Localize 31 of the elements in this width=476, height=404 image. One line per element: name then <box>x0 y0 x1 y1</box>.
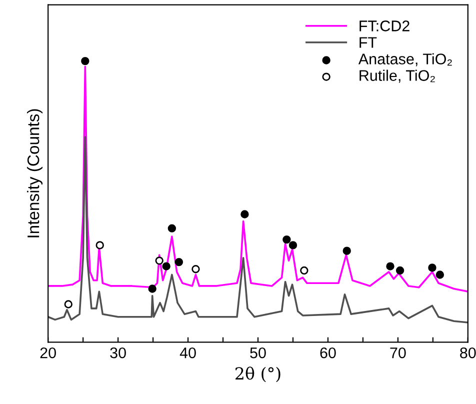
point <box>386 262 394 270</box>
point <box>81 56 90 66</box>
x-tick-label: 20 <box>40 347 56 358</box>
point <box>396 266 404 275</box>
point <box>282 235 291 244</box>
x-tick-label: 30 <box>110 347 126 358</box>
point <box>148 284 156 293</box>
point <box>155 256 164 265</box>
x-tick-label: 70 <box>390 347 406 358</box>
point <box>342 246 351 255</box>
x-axis-title: 2θ (°) <box>235 366 280 382</box>
point <box>64 300 72 308</box>
legend-label: FT <box>360 37 377 48</box>
point <box>288 241 298 250</box>
x-tick-label: 80 <box>460 347 476 358</box>
x-tick-label: 50 <box>250 347 266 358</box>
y-axis-title: Intensity (Counts) <box>26 109 43 238</box>
legend-label: FT:CD2 <box>360 20 410 32</box>
point <box>192 265 200 274</box>
point <box>436 270 444 279</box>
point <box>240 210 249 218</box>
point <box>96 241 104 250</box>
point <box>428 264 436 272</box>
x-tick-label: 60 <box>320 347 336 358</box>
point <box>168 224 176 232</box>
point <box>162 262 170 270</box>
legend-label: Anatase, TiO₂ <box>358 53 452 66</box>
point <box>300 266 308 275</box>
x-tick-label: 40 <box>180 347 196 358</box>
point <box>174 258 184 266</box>
legend-label: Rutile, TiO₂ <box>360 70 435 83</box>
